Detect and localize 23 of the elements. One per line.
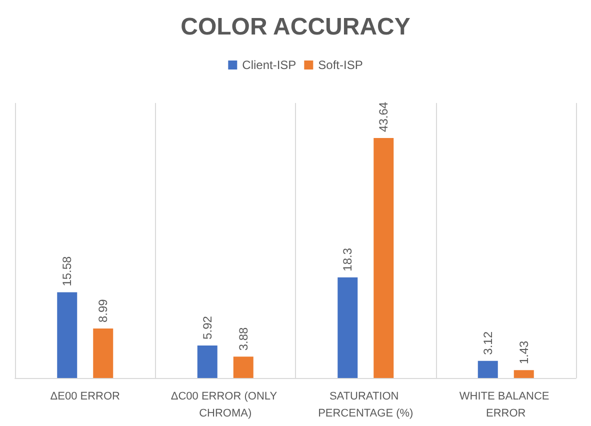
bar bbox=[338, 277, 358, 378]
data-label: 3.88 bbox=[236, 326, 250, 351]
data-label: 15.58 bbox=[60, 256, 74, 286]
legend-label: Client-ISP bbox=[242, 58, 296, 72]
data-label: 1.43 bbox=[516, 340, 531, 364]
data-label: 8.99 bbox=[96, 298, 110, 323]
x-tick-label: ΔE00 ERROR bbox=[50, 390, 120, 402]
x-tick-label: SATURATION PERCENTAGE (%) bbox=[318, 390, 414, 420]
legend-label: Soft-ISP bbox=[318, 58, 363, 72]
data-label: 18.3 bbox=[340, 248, 355, 272]
x-tick-label: ΔC00 ERROR (ONLY CHROMA) bbox=[170, 390, 280, 420]
x-tick-label: WHITE BALANCE ERROR bbox=[459, 390, 552, 420]
bar bbox=[478, 360, 498, 378]
bar bbox=[233, 356, 254, 378]
data-label: 43.64 bbox=[376, 102, 391, 132]
bar bbox=[93, 328, 114, 378]
data-label: 5.92 bbox=[200, 316, 214, 340]
chart-title: COLOR ACCURACY bbox=[180, 14, 410, 40]
bar bbox=[57, 292, 78, 378]
bar bbox=[514, 370, 534, 378]
bar bbox=[374, 138, 394, 378]
bar bbox=[197, 345, 218, 378]
data-label: 3.12 bbox=[480, 331, 495, 355]
